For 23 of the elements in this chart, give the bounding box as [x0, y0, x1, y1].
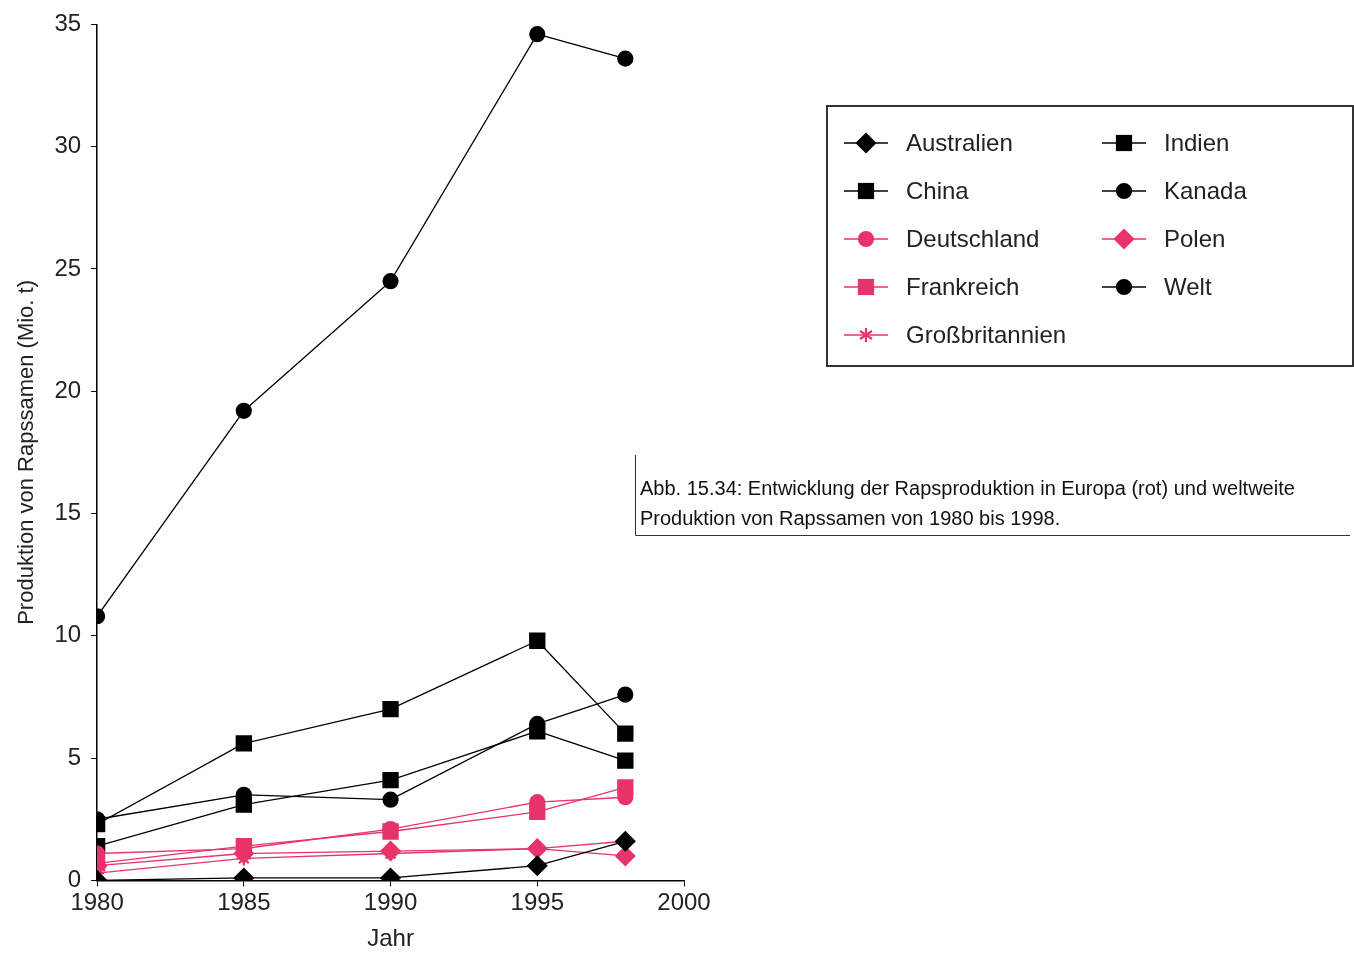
legend-label: Frankreich	[906, 273, 1020, 301]
legend-label: Polen	[1164, 225, 1226, 253]
y-tick-label: 10	[54, 620, 82, 648]
y-tick-label: 5	[67, 742, 82, 770]
y-tick-label: 35	[54, 9, 82, 37]
legend-label: Australien	[906, 129, 1013, 157]
x-tick-label: 2000	[657, 888, 711, 916]
y-tick-label: 25	[54, 253, 82, 281]
legend-label: Großbritannien	[906, 321, 1067, 349]
annotation: Abb. 15.34: Entwicklung der Rapsproduktion in Europa (rot) und weltweite Produktion von Rapssamen von 1980 bis 1998.	[640, 476, 1296, 531]
legend-label: Welt	[1164, 273, 1212, 301]
x-tick-label: 1990	[363, 888, 418, 916]
legend-label: Indien	[1164, 129, 1230, 157]
x-axis-title: Jahr	[367, 924, 414, 952]
y-tick-label: 20	[54, 375, 82, 403]
x-tick-label: 1985	[217, 888, 271, 916]
y-tick-label: 15	[54, 498, 82, 526]
legend-label: China	[906, 177, 969, 205]
legend-label: Kanada	[1164, 177, 1247, 205]
x-tick-label: 1995	[510, 888, 564, 916]
y-tick-label: 30	[54, 131, 82, 159]
y-axis-title: Produktion von Rapssamen (Mio. t)	[13, 279, 39, 625]
legend-label: Deutschland	[906, 225, 1040, 253]
